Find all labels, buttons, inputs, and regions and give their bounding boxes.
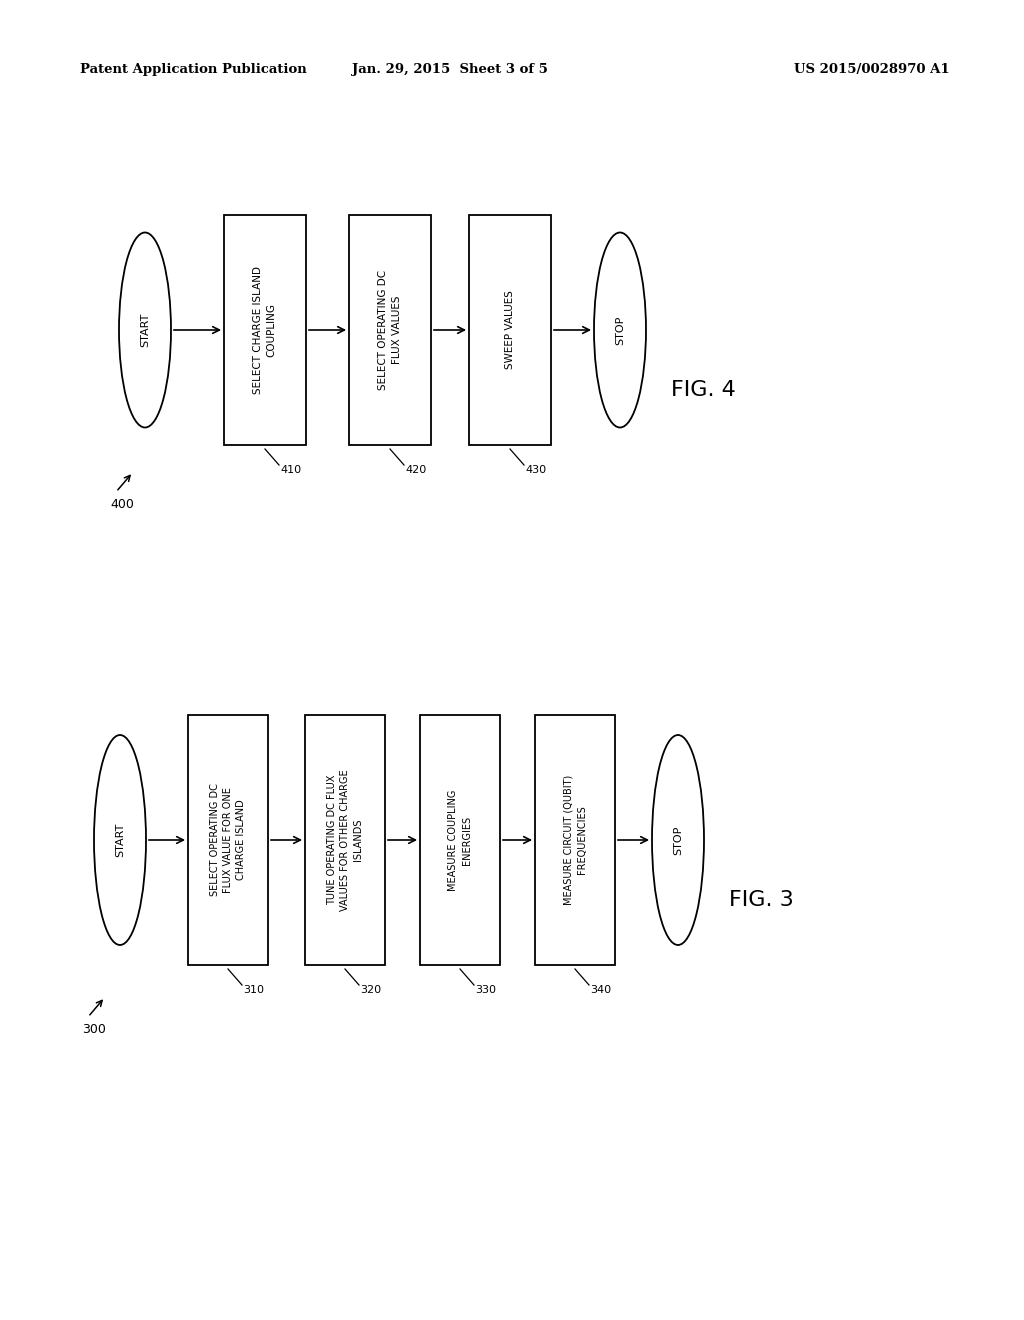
Bar bbox=[469, 215, 551, 445]
Text: 330: 330 bbox=[475, 985, 496, 995]
Text: START: START bbox=[140, 313, 150, 347]
Text: Jan. 29, 2015  Sheet 3 of 5: Jan. 29, 2015 Sheet 3 of 5 bbox=[352, 63, 548, 77]
Text: 310: 310 bbox=[243, 985, 264, 995]
Ellipse shape bbox=[94, 735, 146, 945]
Text: 420: 420 bbox=[406, 465, 426, 475]
Text: 410: 410 bbox=[280, 465, 301, 475]
Text: US 2015/0028970 A1: US 2015/0028970 A1 bbox=[795, 63, 950, 77]
Bar bbox=[305, 715, 385, 965]
Text: MEASURE CIRCUIT (QUBIT)
FREQUENCIES: MEASURE CIRCUIT (QUBIT) FREQUENCIES bbox=[563, 775, 587, 906]
Text: 400: 400 bbox=[110, 498, 134, 511]
Text: STOP: STOP bbox=[615, 315, 625, 345]
Text: SWEEP VALUES: SWEEP VALUES bbox=[505, 290, 515, 370]
Bar bbox=[420, 715, 500, 965]
Bar bbox=[535, 715, 615, 965]
Text: FIG. 3: FIG. 3 bbox=[729, 890, 794, 909]
Text: STOP: STOP bbox=[673, 825, 683, 854]
Text: SELECT CHARGE ISLAND
COUPLING: SELECT CHARGE ISLAND COUPLING bbox=[253, 267, 276, 393]
Text: SELECT OPERATING DC
FLUX VALUE FOR ONE
CHARGE ISLAND: SELECT OPERATING DC FLUX VALUE FOR ONE C… bbox=[210, 784, 246, 896]
Text: 340: 340 bbox=[590, 985, 611, 995]
Ellipse shape bbox=[652, 735, 705, 945]
Text: MEASURE COUPLING
ENERGIES: MEASURE COUPLING ENERGIES bbox=[449, 789, 472, 891]
Bar bbox=[224, 215, 306, 445]
Ellipse shape bbox=[594, 232, 646, 428]
Text: Patent Application Publication: Patent Application Publication bbox=[80, 63, 307, 77]
Text: TUNE OPERATING DC FLUX
VALUES FOR OTHER CHARGE
ISLANDS: TUNE OPERATING DC FLUX VALUES FOR OTHER … bbox=[327, 770, 364, 911]
Ellipse shape bbox=[119, 232, 171, 428]
Bar bbox=[188, 715, 268, 965]
Text: SELECT OPERATING DC
FLUX VALUES: SELECT OPERATING DC FLUX VALUES bbox=[379, 269, 401, 391]
Text: START: START bbox=[115, 822, 125, 857]
Text: FIG. 4: FIG. 4 bbox=[671, 380, 736, 400]
Bar bbox=[349, 215, 431, 445]
Text: 300: 300 bbox=[82, 1023, 105, 1036]
Text: 320: 320 bbox=[360, 985, 381, 995]
Text: 430: 430 bbox=[525, 465, 546, 475]
